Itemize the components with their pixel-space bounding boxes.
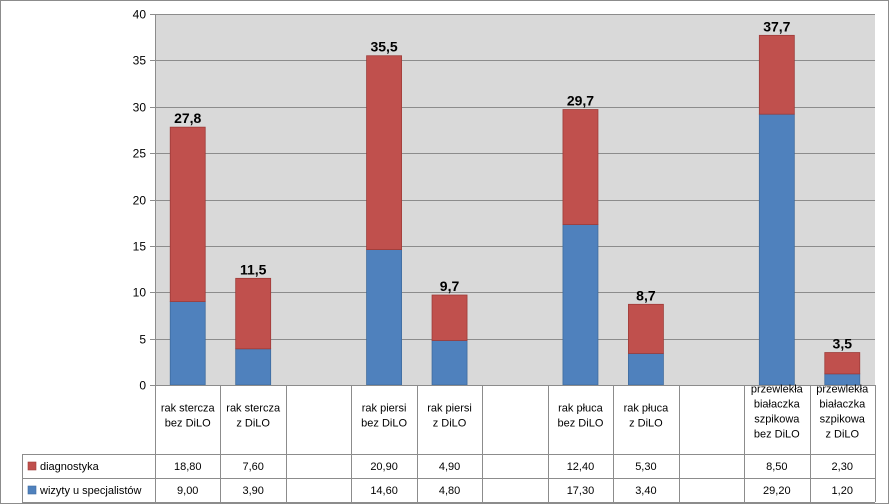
bar-segment-diagnostyka: [235, 277, 272, 350]
legend-label: wizyty u specjalistów: [39, 485, 142, 497]
bar-segment-wizyty: [758, 113, 795, 386]
data-table-cell: 29,20: [763, 485, 791, 497]
data-table-cell: 14,60: [370, 485, 398, 497]
bar-segment-wizyty: [235, 348, 272, 386]
bar-segment-diagnostyka: [824, 352, 861, 375]
category-label: bez DiLO: [165, 418, 211, 430]
data-table-cell: 4,90: [439, 461, 460, 473]
legend-label: diagnostyka: [40, 461, 100, 473]
gridlines: [155, 14, 875, 340]
category-label: z DiLO: [433, 418, 467, 430]
y-axis: 0 5 10 15 20 25 30 35 40: [133, 8, 156, 393]
category-label: białaczka: [754, 399, 801, 411]
y-tick-label: 0: [139, 379, 146, 393]
data-table-cell: 12,40: [567, 461, 595, 473]
category-label: rak płuca: [624, 403, 670, 415]
category-label: rak stercza: [226, 403, 281, 415]
bar-segment-wizyty: [169, 301, 206, 386]
y-tick-label: 5: [139, 333, 146, 347]
bar-segment-diagnostyka: [758, 34, 795, 115]
bar-segment-wizyty: [366, 249, 402, 386]
bar-segment-wizyty: [562, 224, 599, 386]
category-label: rak piersi: [427, 403, 472, 415]
bar-segment-wizyty: [628, 353, 664, 386]
data-table-cell: 8,50: [766, 461, 787, 473]
bars: [169, 34, 861, 386]
category-label: białaczka: [819, 399, 866, 411]
category-label: z DiLO: [825, 429, 859, 441]
legend-swatch-wizyty: [27, 485, 37, 495]
data-table-cell: 7,60: [242, 461, 263, 473]
plot-area: [155, 14, 875, 385]
data-table: rak stercza bez DiLO rak stercza z DiLO rak …: [22, 384, 876, 503]
data-table-cell: 9,00: [177, 485, 198, 497]
bar-segment-wizyty: [431, 340, 468, 386]
category-label: przewlekła: [751, 384, 804, 396]
bar-segment-diagnostyka: [562, 109, 599, 225]
category-label: z DiLO: [629, 418, 663, 430]
total-labels: 27,8 11,5 35,5 9,7 29,7 8,7 37,7 3,5: [174, 18, 852, 351]
category-label: rak piersi: [362, 403, 407, 415]
y-tick-label: 10: [133, 286, 147, 300]
data-table-cell: 20,90: [370, 461, 398, 473]
category-label: bez DiLO: [558, 418, 604, 430]
data-table-cell: 2,30: [832, 461, 853, 473]
total-label: 27,8: [174, 110, 201, 126]
y-tick-label: 35: [133, 54, 147, 68]
total-label: 9,7: [440, 278, 460, 294]
data-table-cell: 18,80: [174, 461, 202, 473]
y-tick-label: 15: [133, 240, 147, 254]
y-tick-label: 40: [133, 8, 147, 22]
total-label: 37,7: [763, 18, 790, 34]
y-tick-label: 30: [133, 101, 147, 115]
bar-segment-diagnostyka: [628, 303, 664, 354]
data-table-cell: 4,80: [439, 485, 460, 497]
bar-segment-diagnostyka: [431, 294, 468, 341]
category-label: bez DiLO: [754, 429, 800, 441]
y-tick-label: 20: [133, 194, 147, 208]
data-table-cell: 5,30: [635, 461, 656, 473]
total-label: 3,5: [833, 336, 853, 352]
category-label: bez DiLO: [361, 418, 407, 430]
data-table-cell: 3,40: [635, 485, 656, 497]
total-label: 11,5: [240, 261, 267, 277]
total-label: 29,7: [567, 93, 594, 109]
category-label: szpikowa: [820, 414, 866, 426]
category-label: z DiLO: [236, 418, 270, 430]
category-label: rak stercza: [161, 403, 216, 415]
legend-swatch-diagnostyka: [27, 461, 37, 471]
data-table-cell: 3,90: [242, 485, 263, 497]
total-label: 8,7: [636, 287, 656, 303]
category-label: przewlekła: [816, 384, 869, 396]
category-label: rak płuca: [558, 403, 604, 415]
bar-segment-diagnostyka: [366, 55, 402, 250]
category-label: szpikowa: [754, 414, 800, 426]
y-tick-label: 25: [133, 147, 147, 161]
total-label: 35,5: [370, 39, 397, 55]
data-table-cell: 17,30: [567, 485, 595, 497]
bar-segment-diagnostyka: [169, 126, 206, 302]
data-table-cell: 1,20: [832, 485, 853, 497]
